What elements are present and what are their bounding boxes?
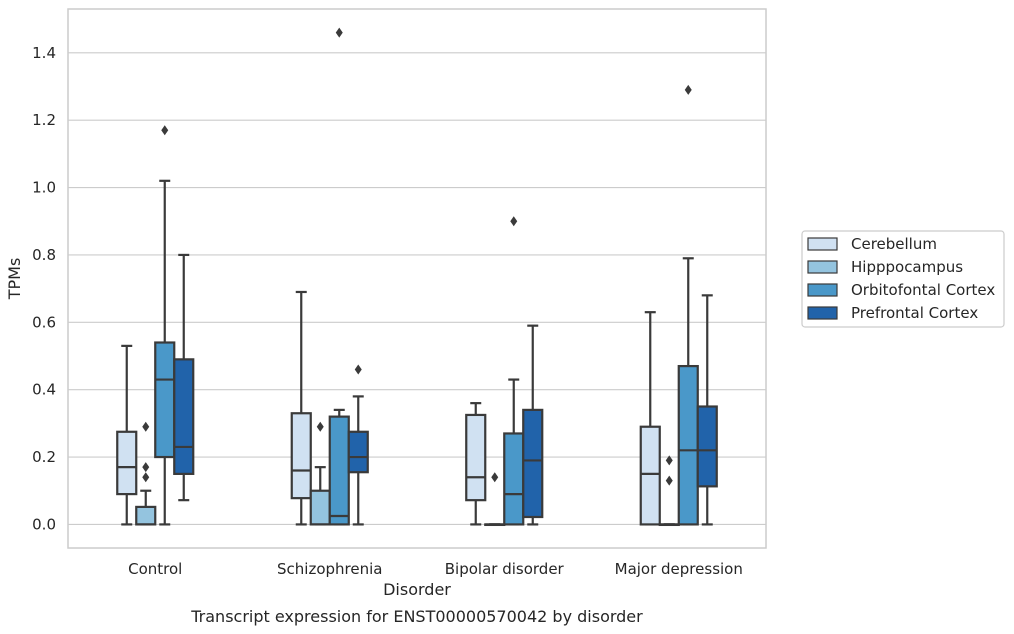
outlier-point: [354, 364, 362, 375]
box-iqr: [309, 489, 331, 526]
legend-frame: [801, 230, 1005, 328]
y-tick-label: 0.0: [32, 515, 56, 533]
legend-swatch: [807, 306, 838, 320]
outlier-point: [161, 125, 169, 136]
box-iqr: [465, 413, 487, 502]
box-cerebellum: [465, 402, 487, 526]
legend-swatch: [807, 237, 838, 251]
x-tick-label: Schizophrenia: [277, 560, 382, 578]
box-prefrontal-cortex: [696, 294, 718, 526]
box-cerebellum: [116, 344, 138, 526]
x-axis: Control Schizophrenia Bipolar disorder Majo…: [128, 560, 743, 578]
box-iqr: [696, 405, 718, 488]
box-orbitofontal-cortex: [503, 216, 525, 526]
box-hipppocampus: [135, 421, 157, 526]
box-prefrontal-cortex: [347, 364, 369, 526]
chart-caption: Transcript expression for ENST0000057004…: [190, 607, 643, 626]
box-prefrontal-cortex: [173, 253, 195, 502]
x-tick-label: Control: [128, 560, 182, 578]
box-orbitofontal-cortex: [677, 84, 699, 526]
box-iqr: [135, 505, 157, 526]
box-iqr: [347, 430, 369, 474]
box-iqr: [116, 430, 138, 496]
box-hipppocampus: [658, 455, 680, 527]
y-tick-label: 0.8: [32, 246, 56, 264]
legend-label: Cerebellum: [851, 235, 937, 253]
outlier-point: [335, 27, 343, 38]
y-tick-label: 0.6: [32, 313, 56, 331]
box-prefrontal-cortex: [522, 324, 544, 526]
y-tick-label: 0.2: [32, 448, 56, 466]
box-orbitofontal-cortex: [328, 27, 350, 526]
box-iqr: [154, 341, 176, 459]
x-axis-label: Disorder: [383, 580, 451, 599]
y-axis: 0.0 0.2 0.4 0.6 0.8 1.0 1.2 1.4: [32, 44, 56, 534]
outlier-point: [142, 472, 150, 483]
box-iqr: [522, 408, 544, 519]
box-cerebellum: [639, 311, 661, 526]
y-tick-label: 1.4: [32, 44, 56, 62]
y-axis-label: TPMs: [5, 258, 24, 301]
legend-swatch: [807, 260, 838, 274]
outlier-point: [142, 421, 150, 432]
y-tick-label: 1.2: [32, 111, 56, 129]
box-iqr: [503, 432, 525, 526]
legend-label: Orbitofontal Cortex: [851, 281, 995, 299]
outlier-point: [510, 216, 518, 227]
outlier-point: [665, 475, 673, 486]
outlier-point: [491, 472, 499, 483]
box-series-layer: [116, 27, 718, 527]
box-iqr: [290, 412, 312, 500]
outlier-point: [684, 84, 692, 95]
plot-area-frame: [67, 8, 767, 549]
legend: Cerebellum Hipppocampus Orbitofontal Corte…: [801, 230, 1005, 328]
box-hipppocampus: [309, 421, 331, 526]
legend-swatch: [807, 283, 838, 297]
box-orbitofontal-cortex: [154, 125, 176, 526]
x-tick-label: Bipolar disorder: [445, 560, 565, 578]
box-iqr: [173, 358, 195, 475]
x-tick-label: Major depression: [615, 560, 743, 578]
box-hipppocampus: [484, 472, 506, 527]
y-tick-label: 0.4: [32, 381, 56, 399]
y-tick-label: 1.0: [32, 179, 56, 197]
box-iqr: [328, 415, 350, 526]
legend-label: Prefrontal Cortex: [851, 304, 978, 322]
box-cerebellum: [290, 290, 312, 526]
outlier-point: [142, 462, 150, 473]
outlier-point: [665, 455, 673, 466]
box-iqr: [677, 364, 699, 526]
outlier-point: [316, 421, 324, 432]
legend-label: Hipppocampus: [851, 258, 963, 276]
box-iqr: [639, 425, 661, 526]
